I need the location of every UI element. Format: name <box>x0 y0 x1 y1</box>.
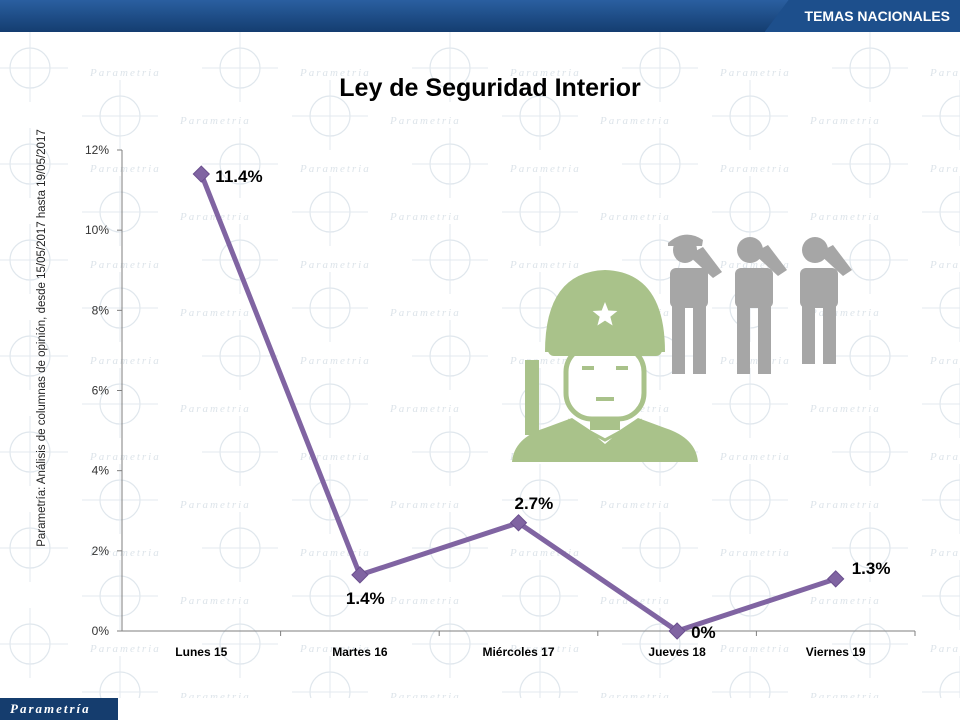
svg-text:Parametria: Parametria <box>599 691 671 698</box>
svg-text:Parametria: Parametria <box>89 259 161 271</box>
x-tick-label: Lunes 15 <box>175 645 227 659</box>
svg-text:Parametria: Parametria <box>509 643 581 655</box>
svg-text:Parametria: Parametria <box>809 115 881 127</box>
data-label: 1.4% <box>346 589 385 608</box>
data-point-marker <box>192 165 211 183</box>
chart-title: Ley de Seguridad Interior <box>339 74 641 102</box>
svg-text:Parametria: Parametria <box>719 355 791 367</box>
svg-text:Parametria: Parametria <box>299 67 371 79</box>
svg-text:Parametria: Parametria <box>89 67 161 79</box>
svg-text:Parametria: Parametria <box>179 595 251 607</box>
svg-text:Parametria: Parametria <box>929 451 960 463</box>
svg-text:Parametria: Parametria <box>809 595 881 607</box>
svg-text:Parametria: Parametria <box>719 643 791 655</box>
svg-text:Parametria: Parametria <box>509 163 581 175</box>
y-tick-label: 0% <box>92 624 110 638</box>
y-tick-label: 10% <box>85 223 109 237</box>
svg-text:Parametria: Parametria <box>509 259 581 271</box>
y-tick-label: 12% <box>85 143 109 157</box>
svg-text:Parametria: Parametria <box>89 451 161 463</box>
svg-text:Parametria: Parametria <box>299 163 371 175</box>
svg-text:Parametria: Parametria <box>389 499 461 511</box>
svg-text:Parametria: Parametria <box>929 163 960 175</box>
data-label: 1.3% <box>852 559 891 578</box>
logo-text: Parametría <box>10 701 91 716</box>
svg-text:Parametria: Parametria <box>89 163 161 175</box>
svg-text:Parametria: Parametria <box>599 211 671 223</box>
x-tick-label: Viernes 19 <box>806 645 866 659</box>
svg-text:Parametria: Parametria <box>389 307 461 319</box>
section-title: TEMAS NACIONALES <box>804 8 950 24</box>
svg-text:Parametria: Parametria <box>179 691 251 698</box>
svg-text:Parametria: Parametria <box>389 211 461 223</box>
svg-text:Parametria: Parametria <box>89 355 161 367</box>
svg-text:Parametria: Parametria <box>929 67 960 79</box>
svg-text:Parametria: Parametria <box>179 211 251 223</box>
svg-text:Parametria: Parametria <box>929 355 960 367</box>
svg-text:Parametria: Parametria <box>389 115 461 127</box>
data-point-marker <box>826 570 845 588</box>
svg-text:Parametria: Parametria <box>719 67 791 79</box>
svg-text:Parametria: Parametria <box>719 163 791 175</box>
svg-text:Parametria: Parametria <box>389 691 461 698</box>
svg-text:Parametria: Parametria <box>299 355 371 367</box>
y-tick-label: 4% <box>92 464 110 478</box>
svg-text:Parametria: Parametria <box>179 115 251 127</box>
axes: 0% 2% 4% 6% 8% 10% 12% Lunes 15 Martes 16 Miércol… <box>85 143 916 659</box>
svg-text:Parametria: Parametria <box>809 211 881 223</box>
x-tick-label: Miércoles 17 <box>482 645 554 659</box>
y-tick-label: 8% <box>92 303 110 317</box>
svg-text:Parametria: Parametria <box>719 451 791 463</box>
svg-text:Parametria: Parametria <box>89 643 161 655</box>
svg-text:Parametria: Parametria <box>389 403 461 415</box>
svg-text:Parametria: Parametria <box>389 595 461 607</box>
y-tick-label: 2% <box>92 544 110 558</box>
svg-text:Parametria: Parametria <box>929 259 960 271</box>
y-tick-label: 6% <box>92 384 110 398</box>
data-point-marker <box>351 566 369 584</box>
data-label: 2.7% <box>515 494 554 513</box>
svg-text:Parametria: Parametria <box>179 307 251 319</box>
data-point-marker <box>509 514 528 532</box>
svg-text:Parametria: Parametria <box>299 643 371 655</box>
marks: 11.4% 1.4% 2.7% 0% 1.3% <box>192 165 891 642</box>
svg-text:Parametria: Parametria <box>599 499 671 511</box>
svg-text:Parametria: Parametria <box>179 499 251 511</box>
svg-text:Parametria: Parametria <box>179 403 251 415</box>
illustration <box>512 234 852 462</box>
soldier-icon <box>512 270 698 462</box>
svg-text:Parametria: Parametria <box>719 547 791 559</box>
x-tick-label: Martes 16 <box>332 645 388 659</box>
parametria-logo: Parametría <box>0 698 118 720</box>
svg-text:Parametria: Parametria <box>599 115 671 127</box>
data-label: 11.4% <box>215 167 262 186</box>
data-point-marker <box>668 622 686 640</box>
data-label: 0% <box>691 623 716 642</box>
svg-text:Parametria: Parametria <box>809 403 881 415</box>
svg-text:Parametria: Parametria <box>509 67 581 79</box>
svg-text:Parametria: Parametria <box>89 547 161 559</box>
x-tick-label: Jueves 18 <box>648 645 706 659</box>
svg-text:Parametria: Parametria <box>929 643 960 655</box>
section-badge: TEMAS NACIONALES <box>764 0 960 32</box>
svg-text:Parametria: Parametria <box>299 259 371 271</box>
svg-text:Parametria: Parametria <box>809 691 881 698</box>
svg-text:Parametria: Parametria <box>929 547 960 559</box>
svg-text:Parametria: Parametria <box>809 499 881 511</box>
saluting-figure-icon <box>668 234 852 374</box>
